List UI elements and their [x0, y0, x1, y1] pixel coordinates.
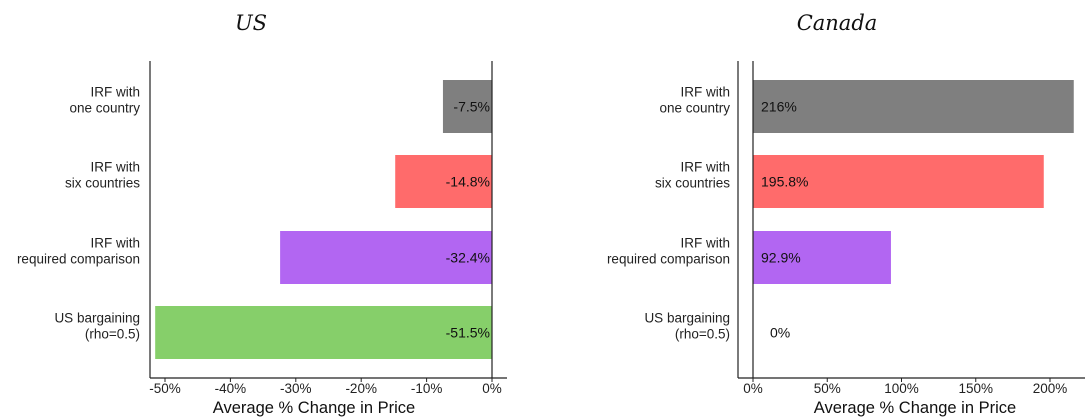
- canada-category-label-3-line-2: required comparison: [607, 252, 730, 267]
- us-category-label-3-line-1: IRF with: [90, 236, 140, 251]
- us-category-label-4-line-1: US bargaining: [54, 311, 140, 326]
- us-x-tick-label-3: -30%: [280, 381, 312, 396]
- canada-x-axis-title: Average % Change in Price: [814, 399, 1016, 417]
- us-x-axis-title: Average % Change in Price: [213, 399, 415, 417]
- us-bar-2: [395, 155, 492, 208]
- canada-value-label-4: 0%: [770, 325, 790, 341]
- us-x-tick-label-2: -40%: [215, 381, 247, 396]
- us-category-label-3-line-2: required comparison: [17, 252, 140, 267]
- us-category-label-4: US bargaining (rho=0.5): [54, 311, 140, 342]
- canada-category-label-4-line-2: (rho=0.5): [675, 327, 730, 342]
- us-category-label-4-line-2: (rho=0.5): [85, 327, 140, 342]
- canada-panel-title: Canada: [797, 11, 878, 35]
- canada-category-label-2-line-2: six countries: [655, 176, 730, 191]
- canada-x-tick-label-2: 50%: [814, 381, 841, 396]
- canada-category-label-1-line-1: IRF with: [680, 85, 730, 100]
- canada-x-tick-label-4: 150%: [958, 381, 993, 396]
- us-category-label-2-line-2: six countries: [65, 176, 140, 191]
- canada-bar-3: [753, 231, 891, 284]
- canada-value-label-1: 216%: [761, 99, 797, 115]
- us-x-tick-label-1: -50%: [149, 381, 181, 396]
- us-category-label-1: IRF with one country: [69, 85, 140, 116]
- us-x-tick-label-4: -20%: [345, 381, 377, 396]
- canada-category-label-1: IRF with one country: [659, 85, 730, 116]
- us-value-label-4: -51.5%: [446, 325, 490, 341]
- us-category-label-1-line-1: IRF with: [90, 85, 140, 100]
- canada-category-label-3: IRF with required comparison: [607, 236, 730, 267]
- us-category-label-1-line-2: one country: [69, 101, 140, 116]
- us-bar-1: [442, 80, 492, 133]
- canada-x-tick-label-1: 0%: [743, 381, 763, 396]
- us-x-tick-label-6: 0%: [482, 381, 502, 396]
- canada-value-label-3: 92.9%: [761, 250, 801, 266]
- canada-bar-2: [753, 155, 1044, 208]
- us-bar-4: [155, 306, 492, 359]
- canada-category-label-4-line-1: US bargaining: [644, 311, 730, 326]
- us-category-label-3: IRF with required comparison: [17, 236, 140, 267]
- canada-x-tick-label-5: 200%: [1033, 381, 1068, 396]
- canada-category-label-3-line-1: IRF with: [680, 236, 730, 251]
- canada-category-label-2-line-1: IRF with: [680, 160, 730, 175]
- us-category-label-2-line-1: IRF with: [90, 160, 140, 175]
- canada-category-label-4: US bargaining (rho=0.5): [644, 311, 730, 342]
- us-value-label-2: -14.8%: [446, 174, 490, 190]
- us-x-tick-label-5: -10%: [411, 381, 443, 396]
- us-panel-title: US: [235, 11, 267, 35]
- us-value-label-3: -32.4%: [446, 250, 490, 266]
- us-bar-3: [280, 231, 492, 284]
- canada-x-tick-label-3: 100%: [884, 381, 919, 396]
- us-category-label-2: IRF with six countries: [65, 160, 140, 191]
- canada-category-label-1-line-2: one country: [659, 101, 730, 116]
- canada-category-label-2: IRF with six countries: [655, 160, 730, 191]
- canada-value-label-2: 195.8%: [761, 174, 808, 190]
- us-value-label-1: -7.5%: [453, 99, 490, 115]
- canada-bar-1: [753, 80, 1074, 133]
